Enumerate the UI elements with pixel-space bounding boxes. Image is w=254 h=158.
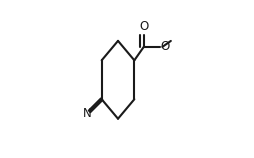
Text: O: O xyxy=(139,20,148,33)
Text: O: O xyxy=(161,40,170,53)
Text: N: N xyxy=(83,107,91,120)
